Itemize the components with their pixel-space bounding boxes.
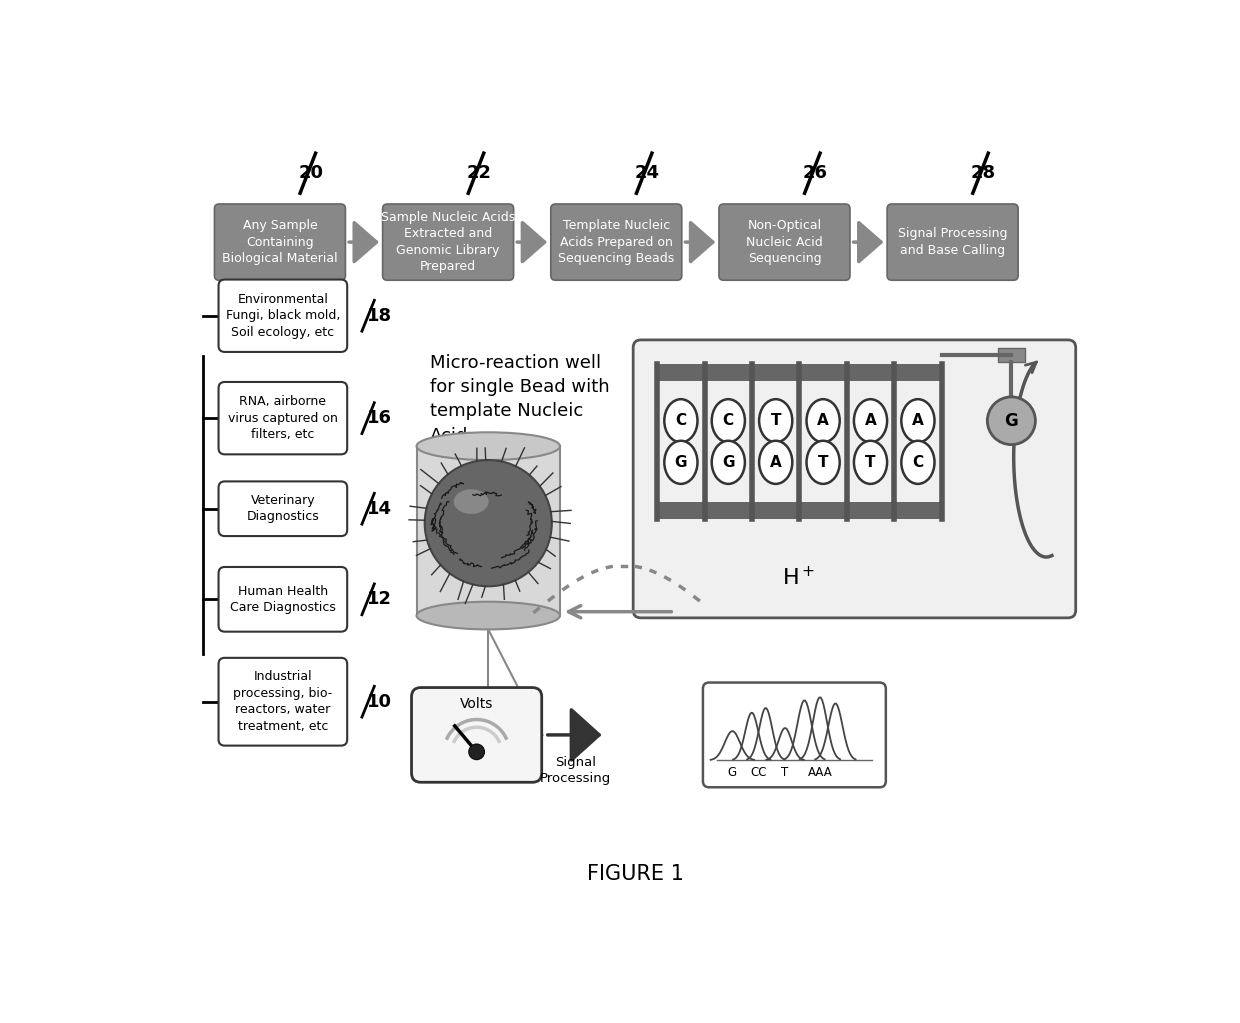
Text: Signal Processing
and Base Calling: Signal Processing and Base Calling [898,227,1007,257]
Text: Micro-reaction well
for single Bead with
template Nucleic
Acid: Micro-reaction well for single Bead with… [430,354,610,445]
Text: Sample Nucleic Acids
Extracted and
Genomic Library
Prepared: Sample Nucleic Acids Extracted and Genom… [381,211,516,273]
FancyBboxPatch shape [218,567,347,631]
Text: T: T [866,455,875,470]
Text: G: G [722,455,734,470]
FancyBboxPatch shape [218,482,347,536]
Text: 14: 14 [367,500,392,518]
Text: A: A [817,413,830,429]
Ellipse shape [806,441,839,484]
FancyBboxPatch shape [383,204,513,280]
Ellipse shape [806,399,839,442]
Text: Veterinary
Diagnostics: Veterinary Diagnostics [247,494,319,524]
Text: 22: 22 [466,165,491,182]
Text: 24: 24 [635,165,660,182]
Bar [657,364,941,381]
Text: C: C [676,413,687,429]
Circle shape [469,744,485,759]
Text: 18: 18 [367,307,392,324]
Ellipse shape [665,399,697,442]
Text: Human Health
Care Diagnostics: Human Health Care Diagnostics [229,584,336,614]
Text: A: A [770,455,781,470]
Ellipse shape [665,441,697,484]
Bar [998,349,1025,362]
Text: G: G [675,455,687,470]
FancyBboxPatch shape [551,204,682,280]
Text: Environmental
Fungi, black mold,
Soil ecology, etc: Environmental Fungi, black mold, Soil ec… [226,293,340,339]
Ellipse shape [987,397,1035,445]
FancyBboxPatch shape [634,340,1076,618]
Circle shape [424,460,552,586]
Ellipse shape [712,441,745,484]
FancyBboxPatch shape [412,687,542,783]
FancyBboxPatch shape [218,658,347,746]
Text: A: A [864,413,877,429]
Ellipse shape [417,433,560,460]
Text: Template Nucleic
Acids Prepared on
Sequencing Beads: Template Nucleic Acids Prepared on Seque… [558,219,675,265]
Text: G: G [1004,411,1018,430]
Text: T: T [770,413,781,429]
Text: T: T [818,455,828,470]
Text: A: A [913,413,924,429]
Ellipse shape [759,399,792,442]
FancyBboxPatch shape [703,682,885,788]
Text: C: C [723,413,734,429]
Text: 10: 10 [367,693,392,711]
Text: 12: 12 [367,590,392,609]
Bar [417,446,560,616]
Text: CC: CC [750,766,768,780]
Ellipse shape [417,602,560,629]
Text: RNA, airborne
virus captured on
filters, etc: RNA, airborne virus captured on filters,… [228,395,337,441]
Text: Signal
Processing: Signal Processing [541,756,611,786]
Text: C: C [913,455,924,470]
FancyBboxPatch shape [218,279,347,352]
Text: 28: 28 [971,165,996,182]
Ellipse shape [454,489,489,514]
Ellipse shape [901,441,935,484]
Text: AAA: AAA [807,766,832,780]
Text: Volts: Volts [460,698,494,711]
Ellipse shape [854,399,887,442]
Text: 26: 26 [804,165,828,182]
Ellipse shape [901,399,935,442]
Text: H$^+$: H$^+$ [781,566,815,588]
FancyBboxPatch shape [215,204,346,280]
FancyBboxPatch shape [218,382,347,454]
Ellipse shape [854,441,887,484]
Text: Industrial
processing, bio-
reactors, water
treatment, etc: Industrial processing, bio- reactors, wa… [233,670,332,732]
Text: 16: 16 [367,409,392,428]
Text: G: G [728,766,737,780]
Text: Any Sample
Containing
Biological Material: Any Sample Containing Biological Materia… [222,219,337,265]
FancyBboxPatch shape [887,204,1018,280]
Text: 20: 20 [299,165,324,182]
Bar [657,502,941,520]
Text: T: T [781,766,789,780]
Text: Non-Optical
Nucleic Acid
Sequencing: Non-Optical Nucleic Acid Sequencing [746,219,823,265]
Ellipse shape [712,399,745,442]
Ellipse shape [759,441,792,484]
FancyBboxPatch shape [719,204,849,280]
Text: FIGURE 1: FIGURE 1 [587,863,684,884]
